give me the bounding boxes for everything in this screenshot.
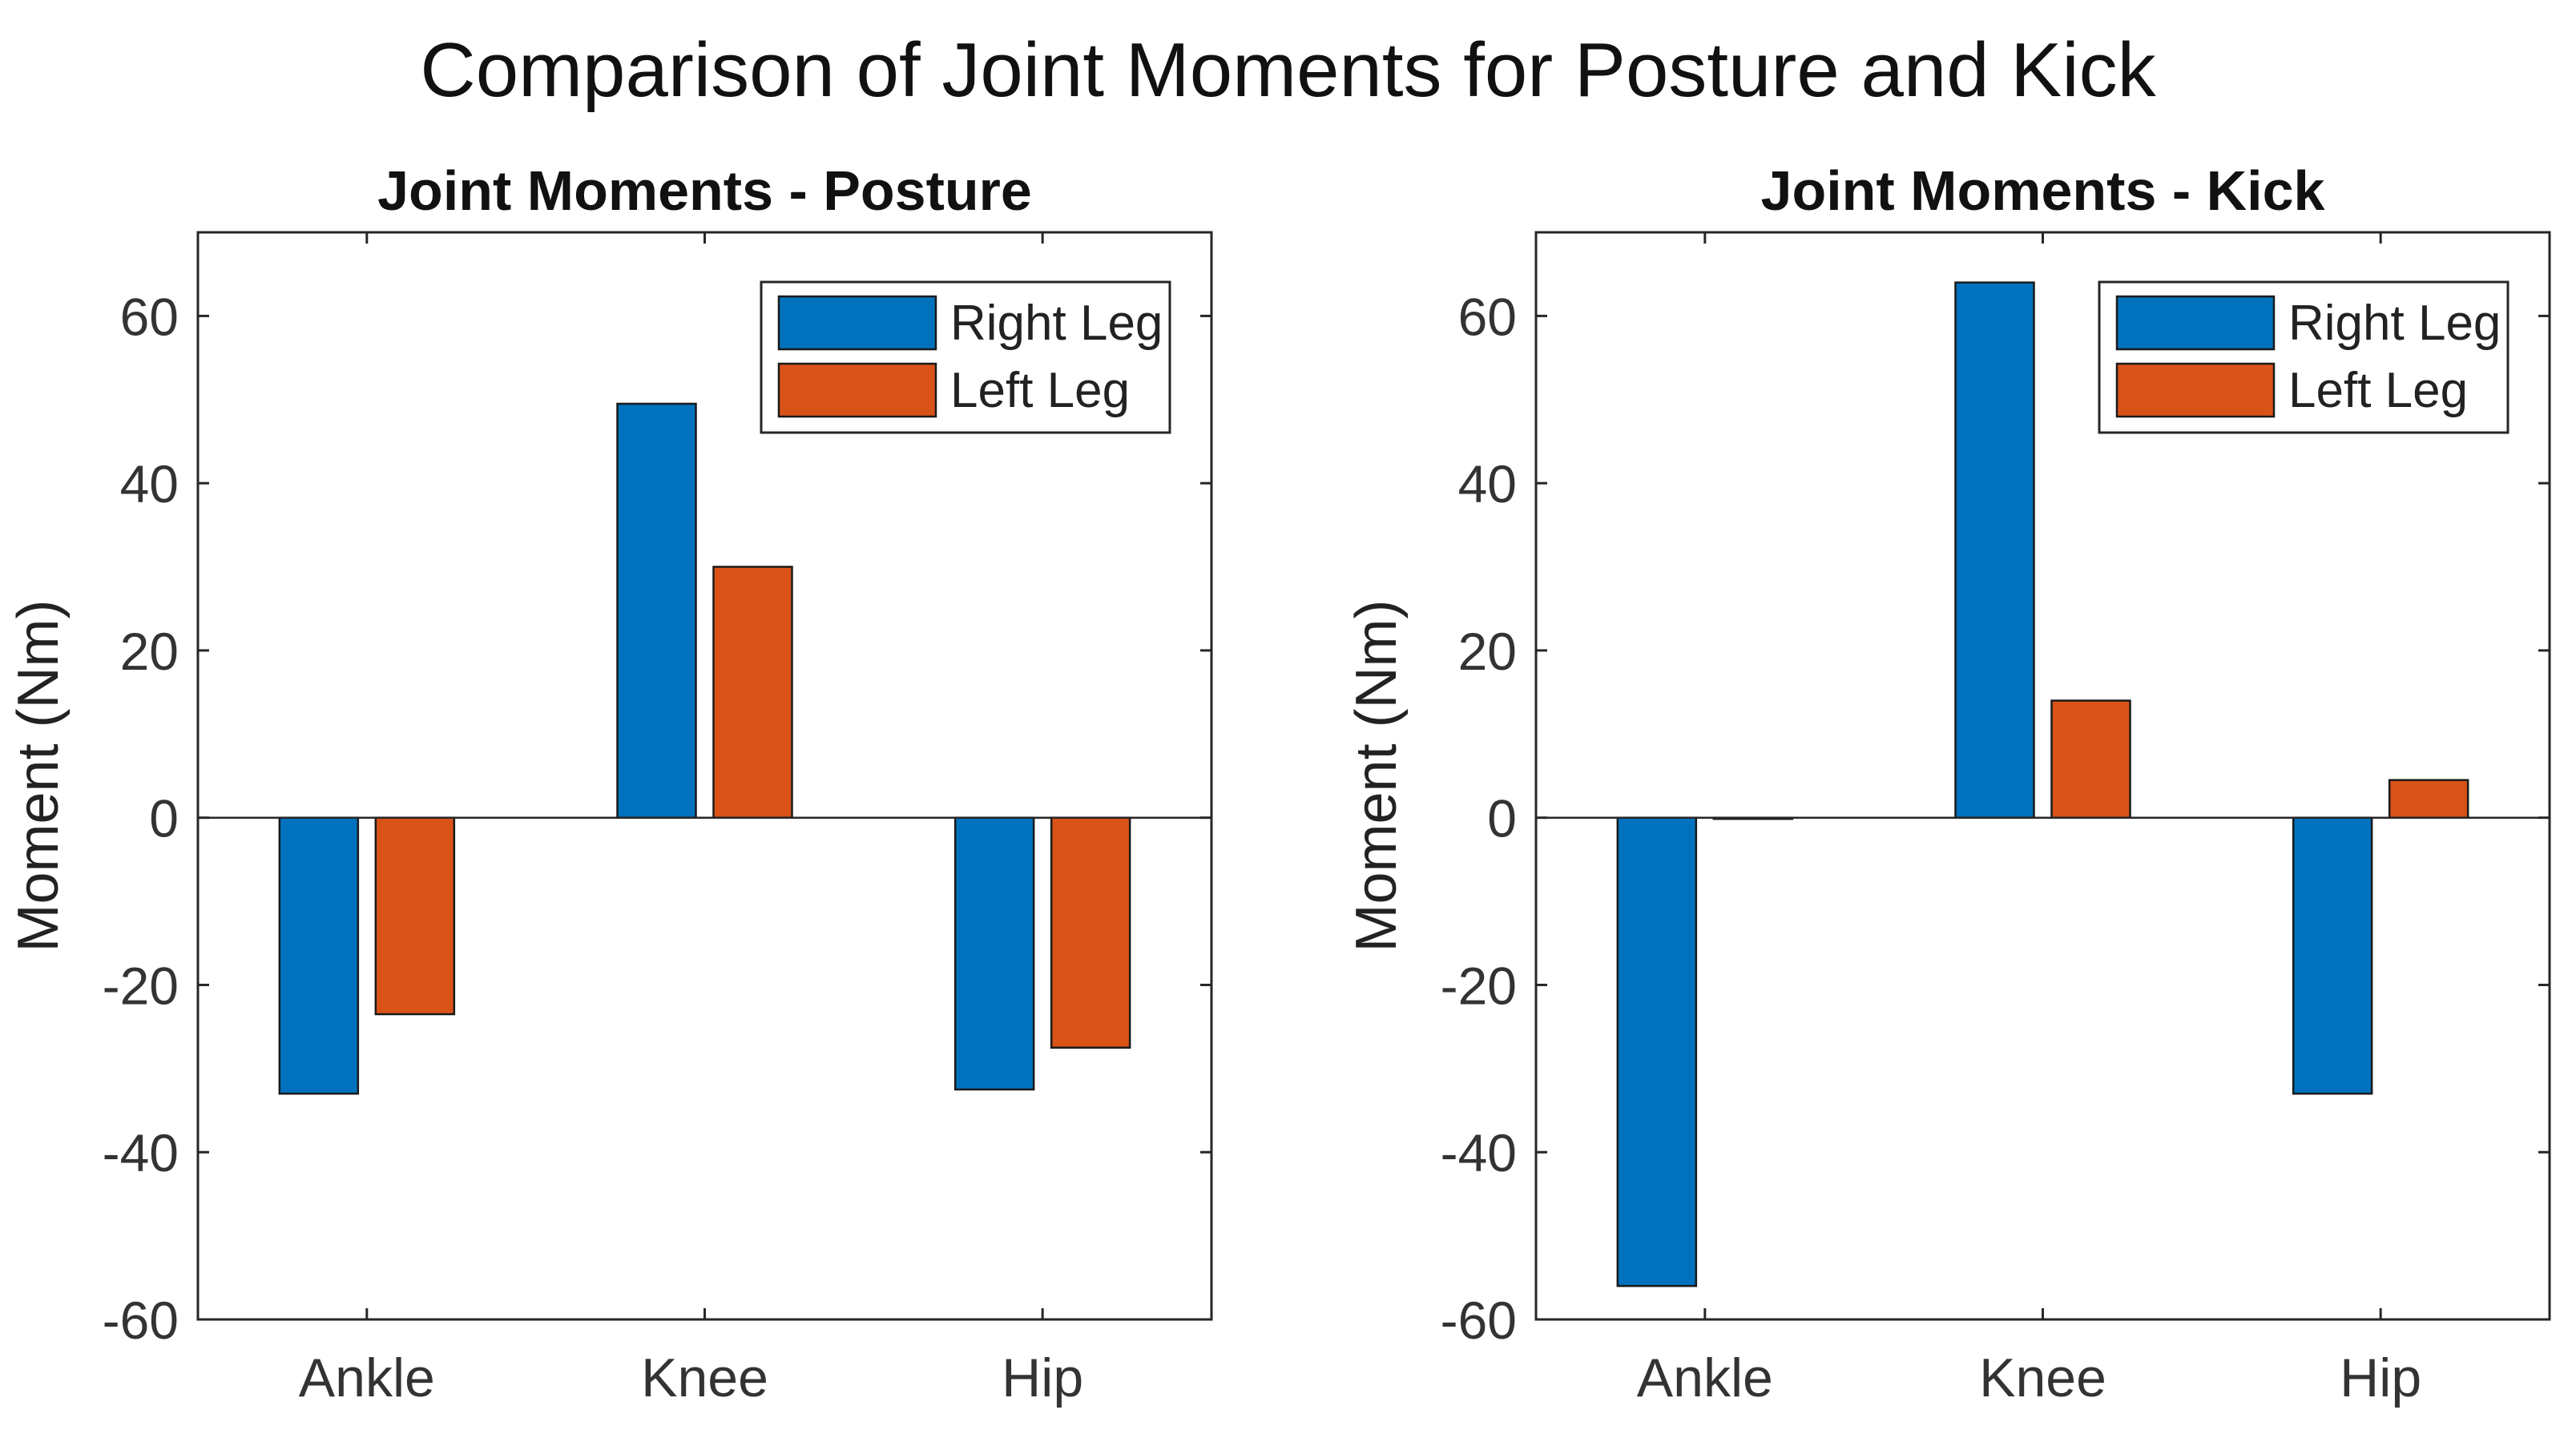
bar-left-leg-hip [2388,779,2469,819]
y-tick-label: -40 [1441,1123,1517,1182]
bar-left-leg-ankle [374,816,456,1016]
x-tick-label-ankle: Ankle [1637,1347,1773,1408]
legend-swatch-right-leg [777,295,937,351]
x-tick-label-hip: Hip [2340,1347,2421,1408]
bar-left-leg-knee [712,566,793,819]
panel-title: Joint Moments - Kick [1761,159,2325,222]
x-tick-label-knee: Knee [1979,1347,2106,1408]
y-tick-label: 20 [120,622,179,681]
bar-right-leg-hip [953,816,1035,1091]
bar-left-leg-hip [1050,816,1131,1049]
y-tick-label: -20 [1441,956,1517,1015]
posture-chart: Joint Moments - Posture -60 -40 -20 0 20 40 60 M… [6,159,1213,1408]
legend: Right Leg Left Leg [760,280,1171,434]
bar-right-leg-ankle [1616,816,1698,1287]
legend-swatch-right-leg [2115,295,2276,351]
bar-right-leg-ankle [278,816,360,1095]
panel-title: Joint Moments - Posture [377,159,1032,222]
x-tick-label-knee: Knee [641,1347,768,1408]
y-tick-label: -40 [103,1123,179,1182]
y-tick-label: 40 [120,454,179,514]
legend-swatch-left-leg [2115,362,2276,418]
legend-label-left-leg: Left Leg [950,363,1130,418]
y-tick-label: -20 [103,956,179,1015]
bar-right-leg-knee [1954,281,2035,819]
y-tick-label: -60 [103,1291,179,1350]
legend-label-right-leg: Right Leg [950,296,1163,351]
legend-swatch-left-leg [777,362,937,418]
y-axis-label: Moment (Nm) [1344,599,1409,952]
bar-right-leg-knee [616,402,697,819]
y-tick-label: 20 [1458,622,1517,681]
x-tick-label-ankle: Ankle [299,1347,435,1408]
bar-right-leg-hip [2292,816,2373,1095]
legend-label-left-leg: Left Leg [2288,363,2468,418]
y-tick-label: 0 [149,789,179,848]
bar-left-leg-knee [2050,699,2131,819]
y-tick-label: 60 [1458,287,1517,346]
y-tick-label: 60 [120,287,179,346]
legend: Right Leg Left Leg [2098,280,2509,434]
legend-label-right-leg: Right Leg [2288,296,2501,351]
y-tick-label: 40 [1458,454,1517,514]
kick-chart: Joint Moments - Kick -60 -40 -20 0 20 40 60 Mome… [1344,159,2551,1408]
figure-title: Comparison of Joint Moments for Posture … [420,27,2156,113]
y-tick-label: -60 [1441,1291,1517,1350]
y-axis-label: Moment (Nm) [6,599,71,952]
x-tick-label-hip: Hip [1002,1347,1083,1408]
y-tick-label: 0 [1487,789,1517,848]
